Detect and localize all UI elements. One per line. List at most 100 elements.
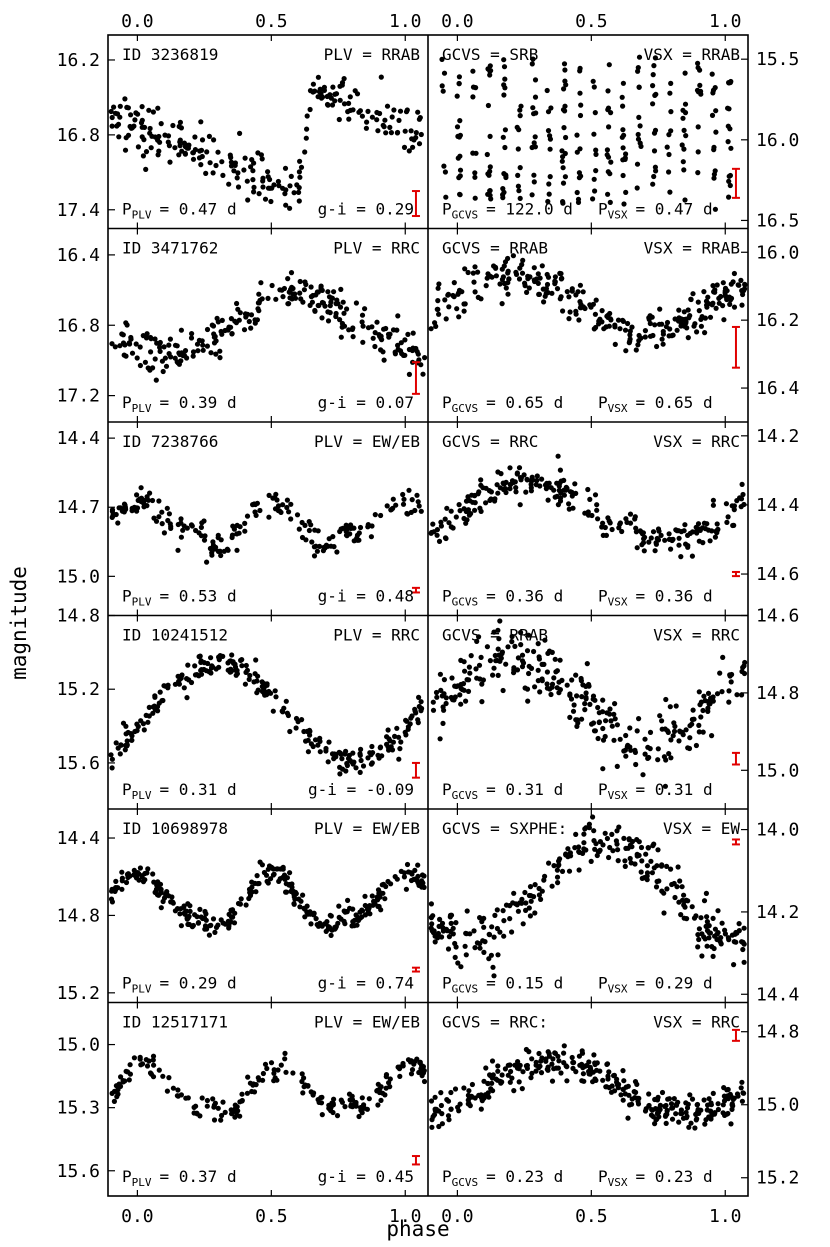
data-point <box>124 738 130 744</box>
data-point <box>396 756 402 762</box>
data-point <box>146 713 152 719</box>
data-point <box>441 163 447 169</box>
data-point <box>679 884 685 890</box>
data-point <box>380 881 387 888</box>
data-point <box>561 492 568 498</box>
data-point <box>567 714 573 721</box>
data-point <box>248 325 254 331</box>
data-point <box>142 359 148 365</box>
data-point <box>317 735 323 741</box>
data-point <box>606 1069 612 1075</box>
data-point <box>320 548 326 554</box>
data-point <box>225 918 231 924</box>
data-point <box>141 727 147 733</box>
data-point <box>615 858 621 864</box>
data-point <box>204 149 210 155</box>
data-point <box>286 301 292 307</box>
data-point <box>222 327 228 334</box>
data-point <box>288 270 295 276</box>
data-point <box>213 162 219 169</box>
data-point <box>232 1114 238 1120</box>
data-point <box>614 722 621 728</box>
data-point <box>245 1074 251 1080</box>
data-point <box>627 520 634 526</box>
data-point <box>727 182 733 189</box>
period2-prefix: P <box>598 780 608 799</box>
data-point <box>479 699 485 705</box>
data-point <box>457 118 463 124</box>
data-point <box>655 1106 662 1112</box>
data-point <box>736 921 742 927</box>
data-point <box>632 1079 639 1085</box>
data-point <box>280 866 286 872</box>
data-point <box>532 910 538 916</box>
data-point <box>539 678 545 684</box>
data-point <box>182 150 188 156</box>
data-point <box>576 317 582 323</box>
data-point <box>646 1091 652 1097</box>
data-point <box>213 544 219 551</box>
data-point <box>695 521 702 527</box>
data-point <box>357 915 363 921</box>
data-point <box>461 301 467 307</box>
data-point <box>532 134 538 140</box>
data-point <box>503 902 510 908</box>
data-point <box>532 684 538 690</box>
data-point <box>627 855 633 862</box>
data-point <box>710 497 717 503</box>
error-bar <box>731 751 740 766</box>
data-point <box>726 106 732 112</box>
data-point <box>454 306 460 312</box>
error-bar <box>411 1155 420 1166</box>
data-point <box>390 496 396 502</box>
data-point <box>229 331 235 337</box>
data-point <box>298 898 304 904</box>
data-point <box>592 492 599 498</box>
data-point <box>617 521 623 527</box>
data-point <box>307 302 313 308</box>
data-point <box>267 176 273 183</box>
data-point <box>260 184 266 190</box>
data-point <box>687 1092 693 1098</box>
data-point <box>715 1101 721 1107</box>
data-point <box>109 886 115 893</box>
period-value: = 122.0 d <box>486 200 573 219</box>
star-id-label: GCVS = RRAB <box>442 626 548 645</box>
data-point <box>740 491 746 498</box>
data-point <box>532 144 539 150</box>
data-point <box>157 689 163 695</box>
data-point <box>299 534 306 541</box>
data-point <box>491 934 497 940</box>
data-point <box>726 178 732 184</box>
data-point <box>165 517 171 524</box>
data-point <box>509 929 515 935</box>
data-point <box>600 697 606 703</box>
data-point <box>122 747 128 753</box>
y-tick-label: 14.8 <box>57 905 100 926</box>
data-point <box>359 312 366 318</box>
data-point <box>608 159 614 165</box>
data-point <box>186 913 192 920</box>
data-point <box>150 1053 157 1059</box>
data-point <box>591 828 597 834</box>
data-point <box>547 133 553 139</box>
data-point <box>402 729 408 735</box>
data-point <box>711 144 717 150</box>
data-point <box>626 1092 632 1098</box>
data-point <box>309 539 315 545</box>
data-point <box>208 350 214 356</box>
data-point <box>545 497 551 503</box>
data-point <box>265 880 271 886</box>
data-point <box>458 657 464 664</box>
data-point <box>444 1097 450 1103</box>
data-point <box>346 116 352 122</box>
data-point <box>689 1096 696 1102</box>
data-point <box>172 908 178 914</box>
data-point <box>448 1106 454 1112</box>
data-point <box>472 289 478 295</box>
data-point <box>226 181 232 187</box>
data-point <box>278 1062 284 1068</box>
data-point <box>428 326 434 332</box>
data-point <box>159 521 165 527</box>
data-point <box>441 927 447 934</box>
